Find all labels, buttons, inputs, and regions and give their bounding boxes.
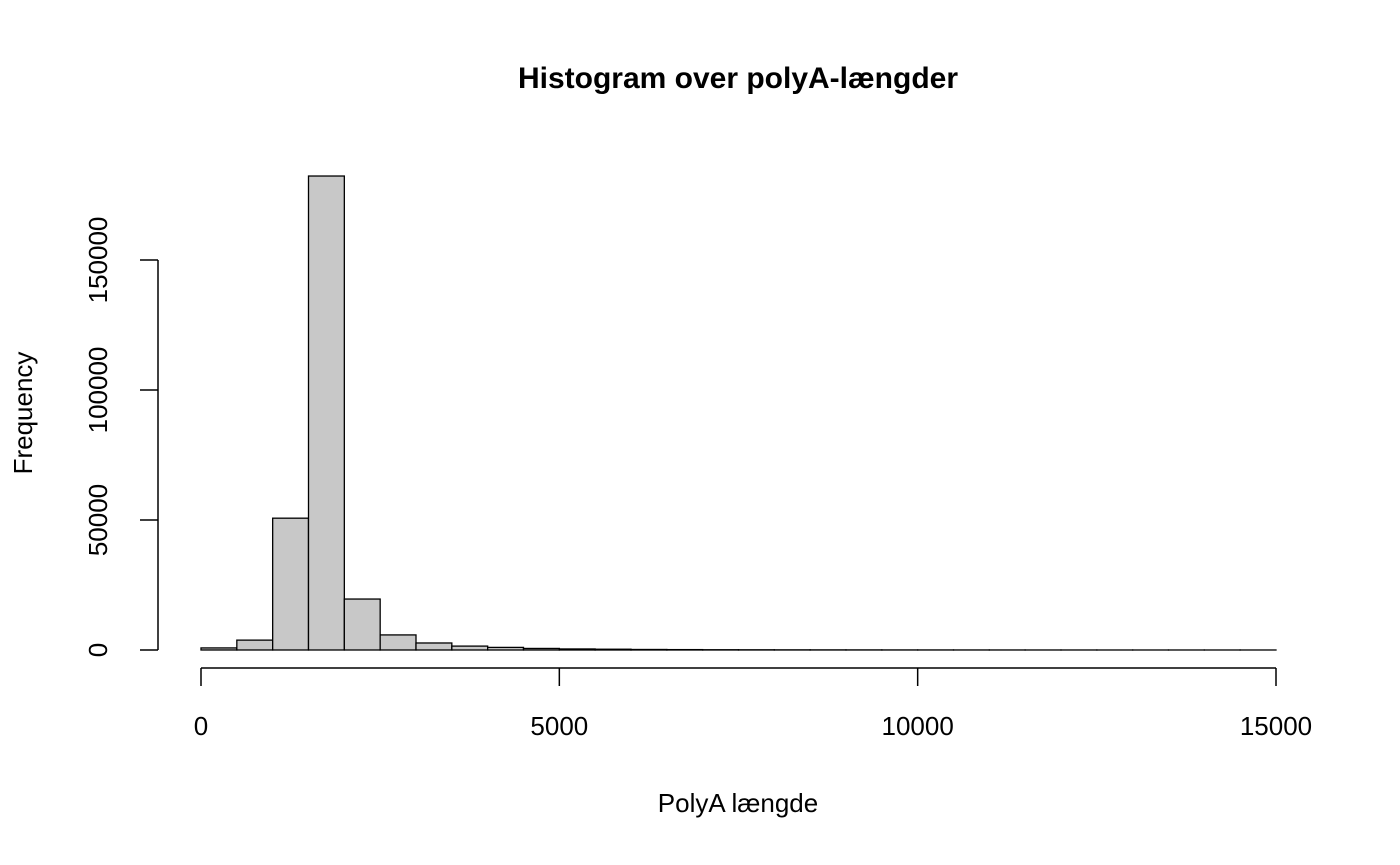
y-axis-label: Frequency <box>8 352 38 475</box>
x-axis-label: PolyA længde <box>658 788 818 818</box>
y-tick-label: 50000 <box>83 484 113 556</box>
x-tick-label: 0 <box>194 711 208 741</box>
y-tick-label: 100000 <box>83 347 113 434</box>
bar <box>415 642 453 651</box>
y-tick-label: 150000 <box>83 217 113 304</box>
bar <box>379 634 417 651</box>
x-tick-label: 15000 <box>1240 711 1312 741</box>
chart-title: Histogram over polyA-længder <box>518 62 958 95</box>
y-tick-label: 0 <box>83 643 113 657</box>
bar <box>522 647 560 651</box>
bar <box>272 517 310 651</box>
bar <box>307 175 345 651</box>
x-tick-label: 10000 <box>882 711 954 741</box>
bar <box>630 648 668 651</box>
bar <box>451 645 489 651</box>
x-tick-label: 5000 <box>530 711 588 741</box>
bar <box>200 647 238 651</box>
bar <box>343 598 381 651</box>
bar <box>487 646 525 651</box>
bar <box>594 648 632 651</box>
bar <box>236 639 274 651</box>
bar <box>558 648 596 651</box>
